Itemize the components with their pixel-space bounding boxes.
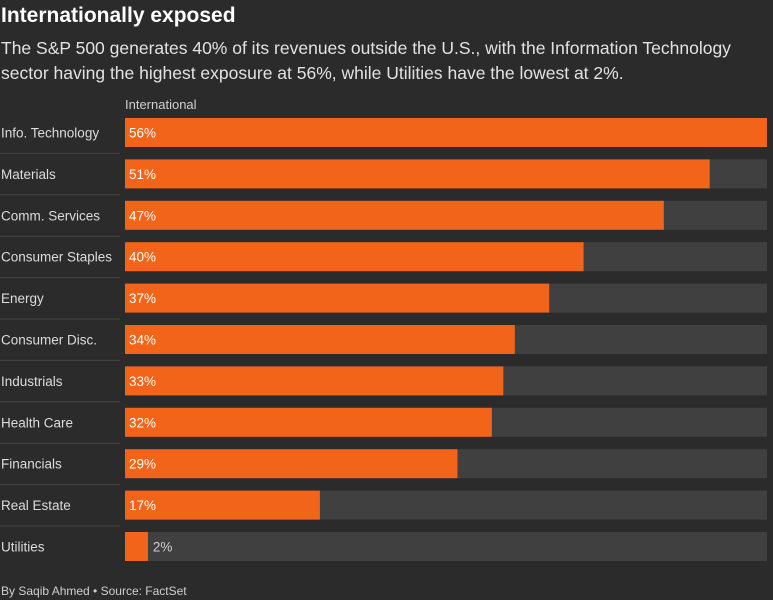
category-label: Materials: [1, 167, 56, 182]
value-label: 2%: [153, 540, 173, 555]
bar: [125, 242, 584, 272]
bar: [125, 366, 504, 396]
source-credit: By Saqib Ahmed • Source: FactSet: [1, 584, 187, 598]
value-label: 32%: [129, 415, 156, 430]
category-label: Energy: [1, 291, 44, 306]
value-label: 29%: [129, 457, 156, 472]
category-label: Health Care: [1, 415, 73, 430]
value-label: 33%: [129, 374, 156, 389]
bar: [125, 200, 664, 230]
value-label: 47%: [129, 208, 156, 223]
category-label: Consumer Disc.: [1, 333, 97, 348]
category-label: Info. Technology: [1, 126, 99, 141]
category-label: Consumer Staples: [1, 250, 112, 265]
chart-subtitle: The S&P 500 generates 40% of its revenue…: [1, 38, 731, 83]
bar: [125, 532, 148, 561]
category-label: Comm. Services: [1, 208, 100, 223]
category-label: Financials: [1, 457, 62, 472]
category-label: Industrials: [1, 374, 63, 389]
value-label: 37%: [129, 291, 156, 306]
value-label: 56%: [129, 126, 156, 141]
bar: [125, 159, 710, 189]
bar-track: [125, 532, 767, 561]
value-label: 17%: [129, 498, 156, 513]
category-label: Utilities: [1, 540, 45, 555]
category-label: Real Estate: [1, 498, 71, 513]
bar: [125, 283, 550, 313]
bar: [125, 325, 515, 354]
bar: [125, 490, 320, 520]
bar: [125, 118, 767, 147]
bar: [125, 407, 492, 437]
chart-title: Internationally exposed: [1, 4, 236, 27]
value-label: 51%: [129, 167, 156, 182]
bar: [125, 449, 458, 479]
value-label: 40%: [129, 250, 156, 265]
value-label: 34%: [129, 333, 156, 348]
legend-label: International: [125, 97, 197, 112]
